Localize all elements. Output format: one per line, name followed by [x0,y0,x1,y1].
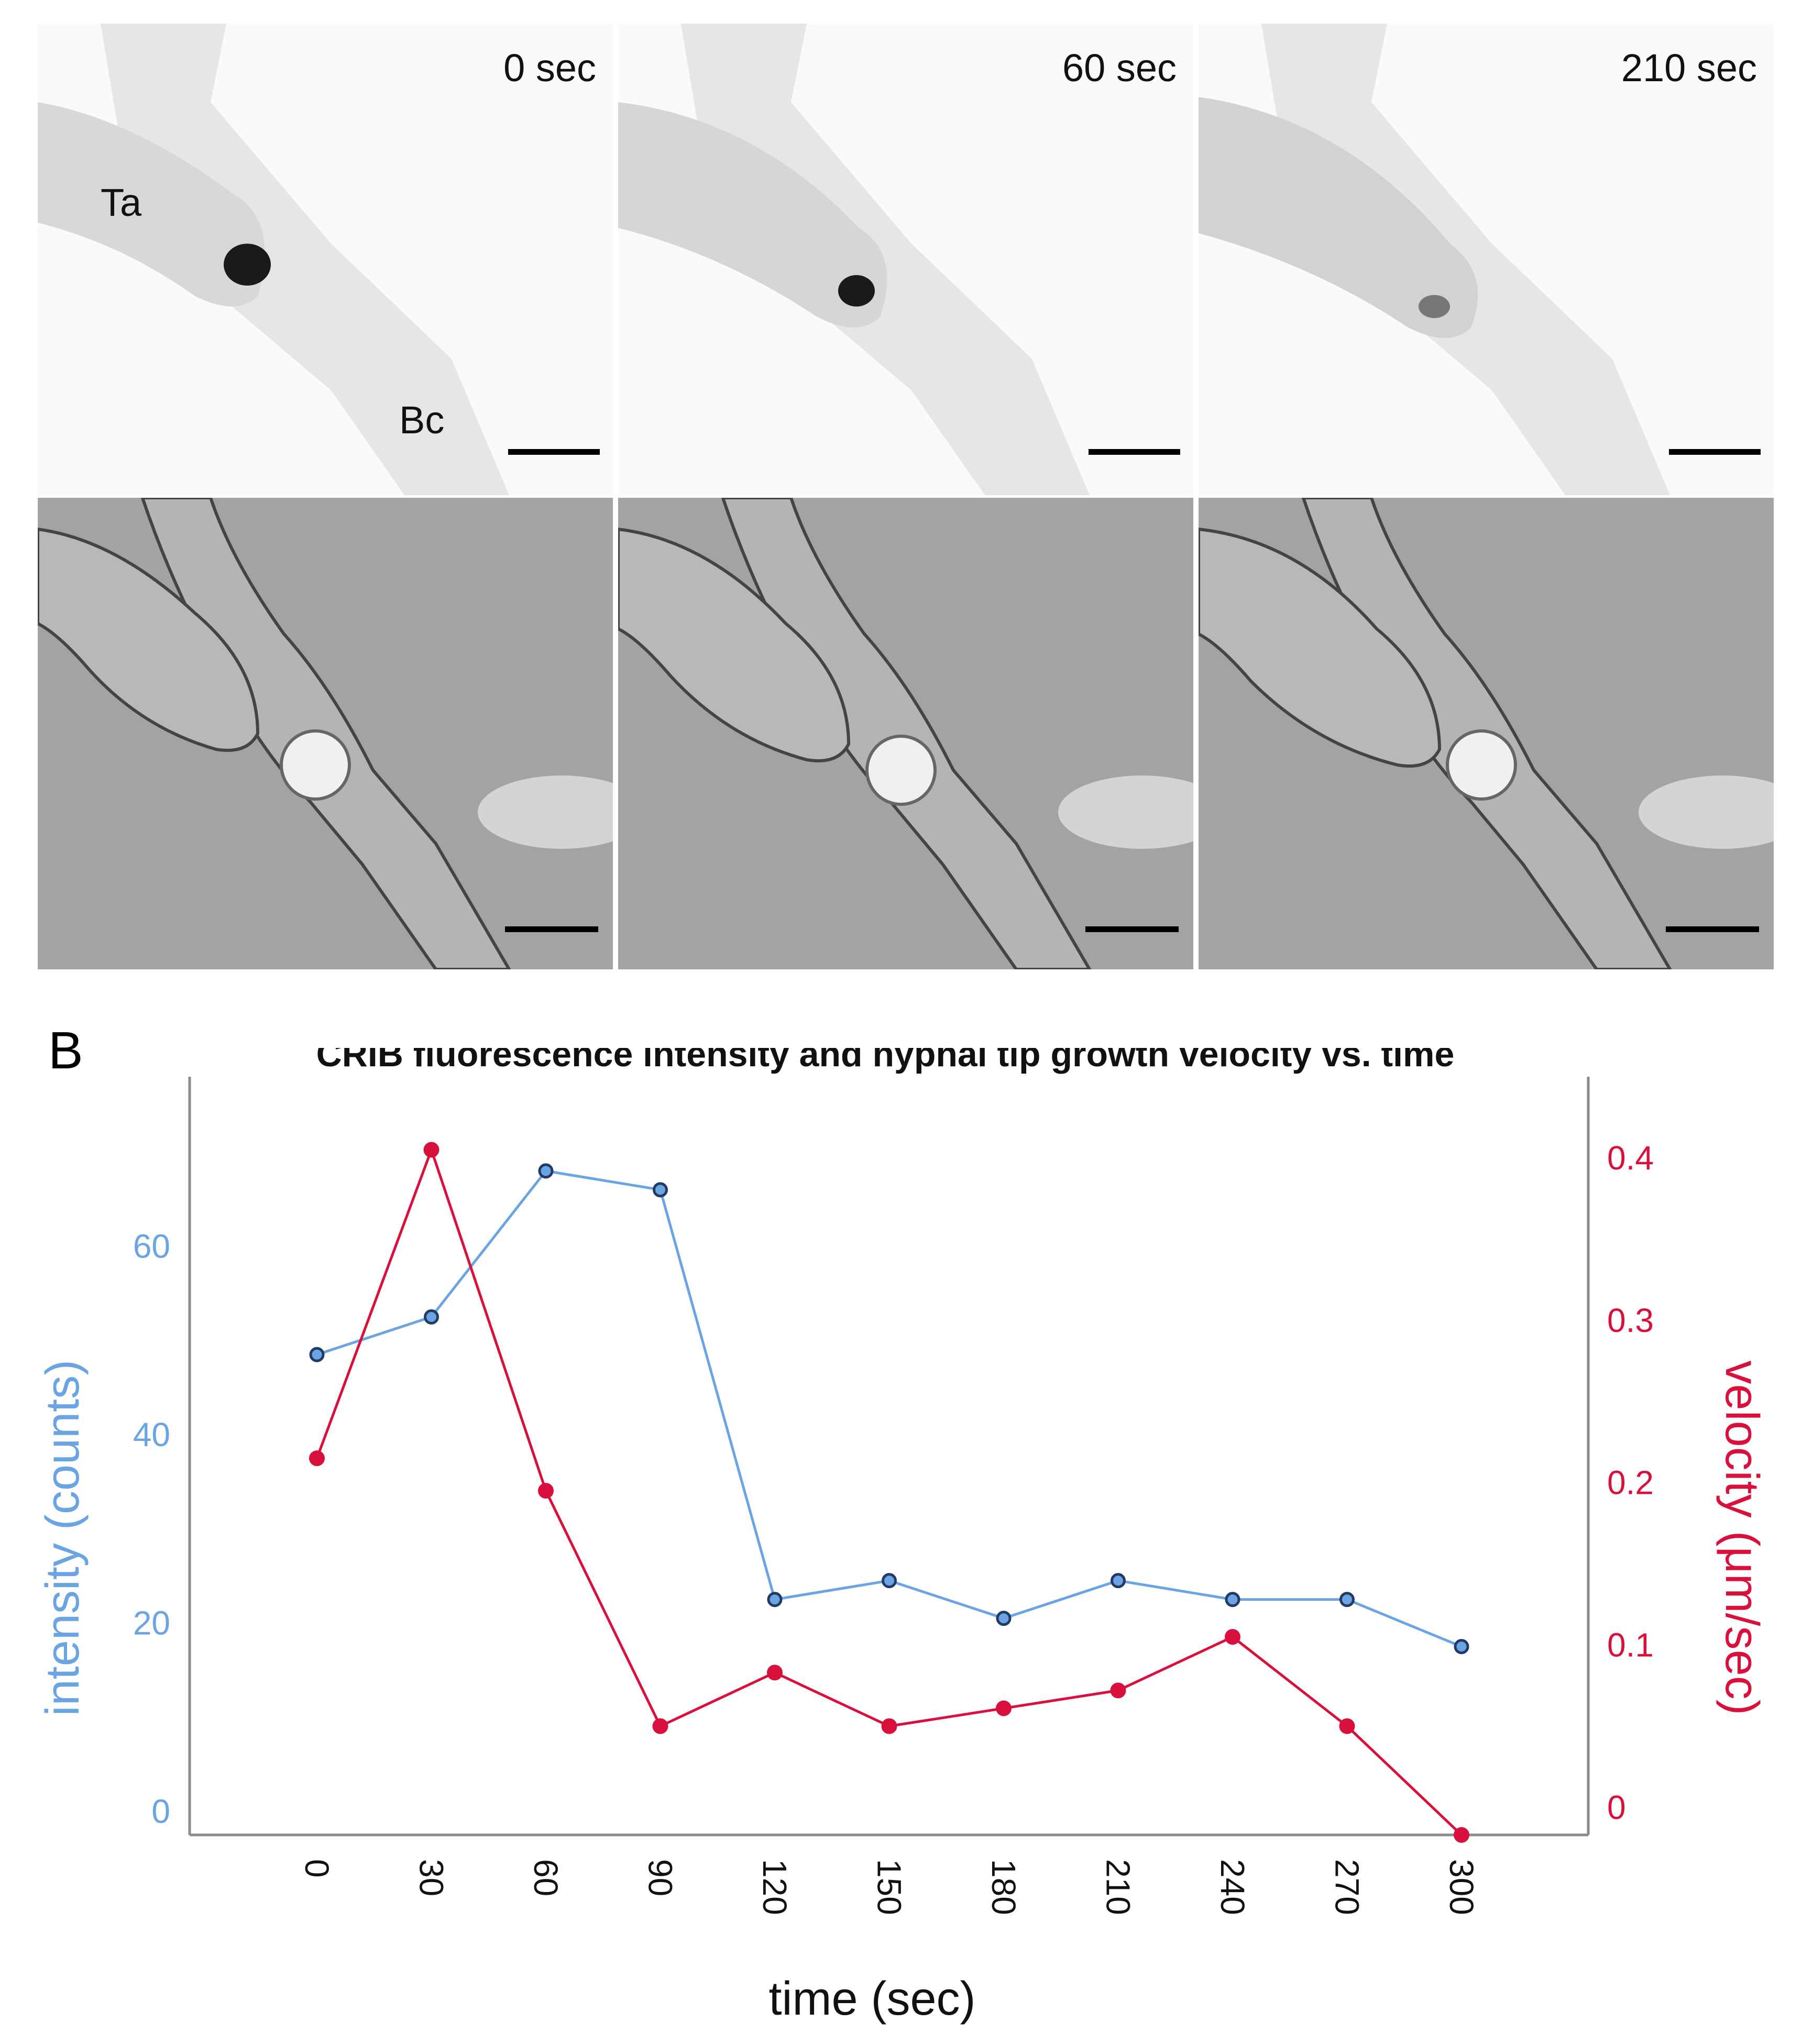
x-tick-label: 30 [413,1859,450,1896]
right-y-tick-label: 0 [1607,1788,1626,1826]
scale-bar [1085,926,1179,932]
hyphae-fluorescence-image [38,24,509,495]
intensity-data-point [538,1163,554,1179]
intensity-data-point [309,1347,325,1362]
x-tick-label: 90 [642,1859,679,1896]
right-y-tick-label: 0.1 [1607,1626,1654,1664]
velocity-data-point [1225,1628,1240,1645]
right-y-tick-label: 0.2 [1607,1464,1654,1502]
velocity-data-point [996,1700,1012,1717]
velocity-data-point [538,1483,554,1499]
intensity-data-point [1454,1638,1469,1654]
scale-bar [505,926,598,932]
right-y-tick-label: 0.4 [1607,1139,1654,1177]
fluorescence-frame-210: 210 sec [1199,24,1774,495]
fluorescence-frame-0: 0 sec Ta Bc [38,24,613,495]
dic-frame-60 [618,498,1193,969]
x-tick-label: 210 [1100,1859,1137,1915]
intensity-data-point [1111,1573,1126,1589]
x-tick-label: 0 [298,1859,336,1878]
left-y-tick-label: 60 [133,1228,170,1265]
left-y-tick-label: 40 [133,1416,170,1453]
dic-frame-210 [1199,498,1774,969]
hyphae-fluorescence-image [618,24,1090,495]
intensity-data-point [767,1592,783,1608]
scale-bar [508,449,600,455]
label-bc: Bc [399,398,445,442]
scale-bar [1666,926,1759,932]
x-tick-label: 300 [1443,1859,1480,1915]
label-ta: Ta [101,181,142,224]
x-axis-label: time (sec) [768,1973,975,2025]
velocity-data-point [1454,1827,1469,1843]
chart-title: CRIB fluorescence intensity and hyphal t… [316,1048,1455,1074]
intensity-data-point [1339,1592,1355,1608]
hyphae-fluorescence-image [1199,24,1670,495]
intensity-data-point [653,1182,668,1198]
left-y-tick-label: 0 [151,1792,170,1830]
dic-frame-0 [38,498,613,969]
velocity-data-point [652,1718,668,1734]
velocity-data-point [309,1450,325,1467]
intensity-data-point [882,1573,897,1589]
panel-b-letter: B [48,1021,83,1080]
x-tick-label: 150 [871,1859,908,1915]
hyphae-dic-image [38,498,613,969]
right-y-tick-label: 0.3 [1607,1302,1654,1339]
hyphae-dic-image [618,498,1193,969]
time-label-0: 0 sec [503,46,596,90]
intensity-data-point [424,1309,439,1325]
hyphae-dic-image [1199,498,1774,969]
scale-bar [1669,449,1761,455]
intensity-data-point [1225,1592,1240,1608]
left-axis-label: intensity (counts) [37,1360,89,1716]
velocity-data-point [1339,1718,1355,1734]
x-tick-label: 60 [527,1859,565,1896]
right-axis-label: velocity (μm/sec) [1716,1361,1768,1715]
velocity-data-point [881,1718,897,1734]
fluorescence-frame-60: 60 sec [618,24,1193,495]
intensity-data-point [996,1611,1012,1626]
left-y-tick-label: 20 [133,1604,170,1642]
x-tick-label: 240 [1214,1859,1251,1915]
velocity-data-point [767,1665,783,1681]
velocity-data-point [1110,1682,1126,1699]
x-tick-label: 270 [1328,1859,1366,1915]
scale-bar [1089,449,1180,455]
velocity-data-point [423,1142,439,1158]
time-label-60: 60 sec [1062,46,1177,90]
intensity-velocity-chart: CRIB fluorescence intensity and hyphal t… [37,1048,1768,2025]
x-tick-label: 120 [756,1859,794,1915]
x-tick-label: 180 [985,1859,1023,1915]
time-label-210: 210 sec [1621,46,1757,90]
